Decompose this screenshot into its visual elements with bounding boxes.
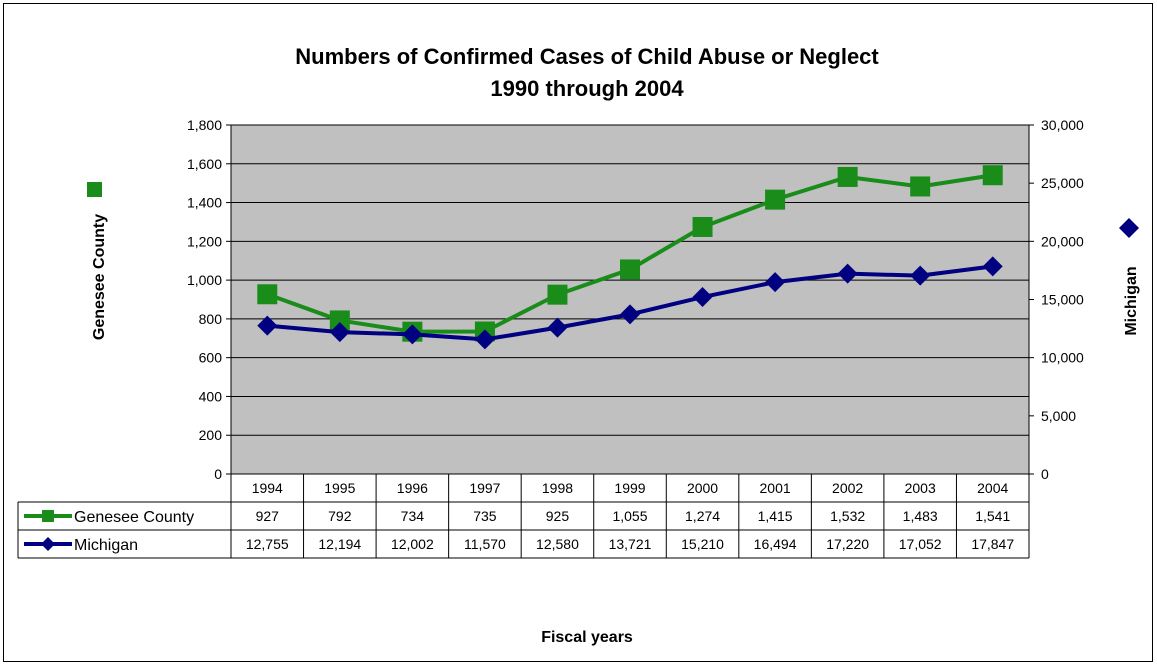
right-tick-label: 15,000	[1041, 292, 1084, 308]
table-cell-value: 17,052	[899, 536, 942, 552]
category-label: 2001	[760, 480, 791, 496]
table-cell-value: 12,755	[246, 536, 289, 552]
category-label: 1996	[397, 480, 428, 496]
legend-key-square	[42, 510, 54, 522]
left-tick-label: 1,000	[187, 272, 222, 288]
category-label: 1994	[252, 480, 283, 496]
table-cell-value: 16,494	[754, 536, 797, 552]
data-point-diamond	[765, 272, 786, 293]
table-cell-value: 12,194	[318, 536, 361, 552]
table-cell-value: 1,415	[758, 508, 793, 524]
data-point-diamond	[692, 287, 713, 308]
data-point-square	[620, 259, 640, 280]
chart-title-line-1: Numbers of Confirmed Cases of Child Abus…	[295, 44, 879, 69]
data-point-diamond	[910, 265, 931, 286]
left-tick-label: 400	[199, 388, 223, 404]
left-axis-label: Genesee County	[91, 214, 108, 340]
data-point-diamond	[257, 315, 278, 336]
right-axis: 0 5,000 10,000 15,000 20,000 25,000 30,000	[1029, 117, 1084, 482]
table-cell-value: 12,580	[536, 536, 579, 552]
table-cell-value: 735	[473, 508, 497, 524]
category-label: 2004	[977, 480, 1008, 496]
right-axis-legend-diamond	[1119, 218, 1139, 238]
plot-background	[230, 124, 1030, 475]
left-tick-label: 1,800	[187, 117, 222, 133]
table-cell-value: 1,055	[612, 508, 647, 524]
right-tick-label: 20,000	[1041, 233, 1084, 249]
data-point-diamond	[329, 322, 350, 343]
right-tick-label: 0	[1041, 466, 1049, 482]
left-tick-label: 600	[199, 350, 223, 366]
data-point-square	[982, 165, 1003, 186]
data-point-square	[257, 284, 278, 305]
category-label: 2000	[687, 480, 718, 496]
table-cell-value: 1,274	[685, 508, 720, 524]
table-cell-value: 792	[328, 508, 352, 524]
table-cell-value: 12,002	[391, 536, 434, 552]
right-tick-label: 5,000	[1041, 408, 1076, 424]
table-cell-value: 1,541	[975, 508, 1010, 524]
data-point-square	[547, 284, 568, 305]
data-point-square	[765, 189, 786, 210]
data-point-diamond	[982, 256, 1003, 277]
data-point-diamond	[837, 263, 858, 284]
table-cell-value: 734	[401, 508, 425, 524]
category-label: 2002	[832, 480, 863, 496]
category-label: 1995	[324, 480, 355, 496]
left-tick-label: 0	[214, 466, 222, 482]
series-layer	[257, 165, 1003, 350]
plot-area	[230, 124, 1030, 475]
category-label: 2003	[905, 480, 936, 496]
chart-title-line-2: 1990 through 2004	[490, 76, 684, 101]
left-axis: 0 200 400 600 800 1,000 1,200 1,400 1,600 1,800	[187, 117, 231, 482]
table-cell-value: 15,210	[681, 536, 724, 552]
table-cell-value: 17,220	[826, 536, 869, 552]
right-tick-label: 25,000	[1041, 175, 1084, 191]
left-axis-legend-square	[87, 182, 102, 197]
chart-frame: Numbers of Confirmed Cases of Child Abus…	[3, 3, 1153, 662]
left-tick-label: 1,200	[187, 233, 222, 249]
series-name: Genesee County	[74, 509, 194, 526]
data-point-square	[910, 176, 931, 197]
data-point-diamond	[474, 329, 495, 350]
right-tick-label: 30,000	[1041, 117, 1084, 133]
table-cell-value: 17,847	[971, 536, 1014, 552]
left-tick-label: 200	[199, 427, 223, 443]
data-point-square	[837, 166, 858, 187]
left-tick-label: 1,400	[187, 195, 222, 211]
category-label: 1998	[542, 480, 573, 496]
table-cell-value: 925	[546, 508, 570, 524]
left-tick-label: 800	[199, 311, 223, 327]
legend-key-diamond	[41, 537, 55, 551]
data-point-diamond	[402, 324, 423, 345]
category-label: 1997	[469, 480, 500, 496]
table-cell-value: 927	[256, 508, 280, 524]
table-cell-value: 11,570	[464, 536, 506, 552]
data-table: 1994 1995 1996 1997 1998 1999 2000 2001 2002 2003…	[17, 473, 1030, 559]
data-point-square	[329, 310, 350, 331]
data-point-diamond	[547, 317, 568, 338]
x-axis-label: Fiscal years	[541, 629, 633, 646]
table-cell-value: 13,721	[609, 536, 652, 552]
table-cell-value: 1,483	[903, 508, 938, 524]
right-axis-label: Michigan	[1123, 266, 1140, 335]
left-tick-label: 1,600	[187, 156, 222, 172]
data-point-diamond	[620, 304, 640, 325]
table-cell-value: 1,532	[830, 508, 865, 524]
right-tick-label: 10,000	[1041, 350, 1084, 366]
data-point-square	[692, 216, 713, 237]
series-name: Michigan	[74, 537, 138, 554]
category-label: 1999	[614, 480, 645, 496]
chart-svg: Numbers of Confirmed Cases of Child Abus…	[17, 44, 1140, 646]
